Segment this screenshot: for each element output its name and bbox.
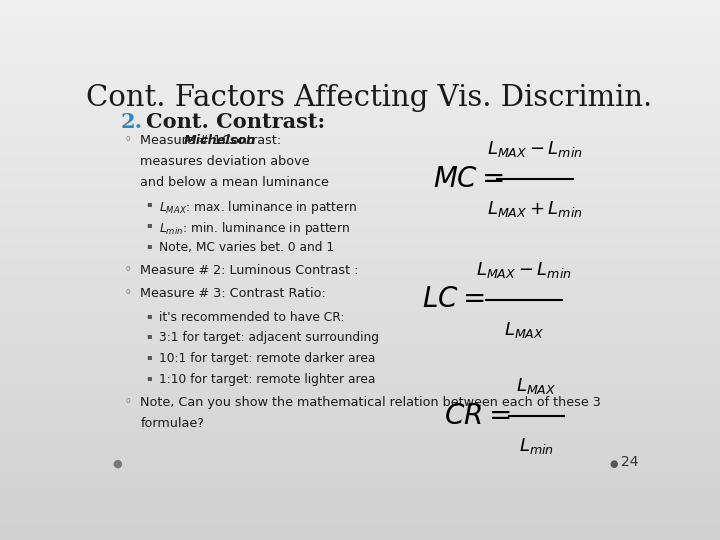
Text: ▪: ▪ [145, 199, 151, 208]
Text: and below a mean luminance: and below a mean luminance [140, 176, 329, 189]
Text: Michelson: Michelson [184, 134, 256, 147]
Text: $\mathit{CR=}$: $\mathit{CR=}$ [444, 403, 510, 430]
Text: 10:1 for target: remote darker area: 10:1 for target: remote darker area [158, 352, 375, 365]
Text: 2.: 2. [121, 112, 143, 132]
Text: o: o [125, 287, 130, 296]
Text: $\mathit{LC=}$: $\mathit{LC=}$ [422, 286, 485, 313]
Text: o: o [125, 396, 130, 405]
Text: ▪: ▪ [145, 241, 151, 249]
Text: o: o [125, 134, 130, 143]
Text: $\mathit{L_{MAX}-L_{min}}$: $\mathit{L_{MAX}-L_{min}}$ [476, 260, 572, 280]
Text: Note, MC varies bet. 0 and 1: Note, MC varies bet. 0 and 1 [158, 241, 334, 254]
Text: Measure # 3: Contrast Ratio:: Measure # 3: Contrast Ratio: [140, 287, 326, 300]
Text: $\mathit{MC=}$: $\mathit{MC=}$ [433, 166, 504, 193]
Text: Contrast:: Contrast: [214, 134, 281, 147]
Text: ▪: ▪ [145, 373, 151, 382]
Text: ▪: ▪ [145, 352, 151, 361]
Text: 3:1 for target: adjacent surrounding: 3:1 for target: adjacent surrounding [158, 332, 379, 345]
Text: ▪: ▪ [145, 310, 151, 320]
Text: Note, Can you show the mathematical relation between each of these 3: Note, Can you show the mathematical rela… [140, 396, 601, 409]
Text: $L_{MAX}$: max. luminance in pattern: $L_{MAX}$: max. luminance in pattern [158, 199, 356, 216]
Text: Measure # 2: Luminous Contrast :: Measure # 2: Luminous Contrast : [140, 264, 359, 277]
Text: it's recommended to have CR:: it's recommended to have CR: [158, 310, 344, 323]
Text: $\mathit{L_{min}}$: $\mathit{L_{min}}$ [519, 436, 554, 456]
Text: 24: 24 [621, 455, 639, 469]
Text: o: o [125, 264, 130, 273]
Text: Cont. Factors Affecting Vis. Discrimin.: Cont. Factors Affecting Vis. Discrimin. [86, 84, 652, 112]
Text: formulae?: formulae? [140, 417, 204, 430]
Text: ▪: ▪ [145, 332, 151, 340]
Text: measures deviation above: measures deviation above [140, 155, 310, 168]
Text: $\mathit{L_{MAX}}$: $\mathit{L_{MAX}}$ [516, 376, 557, 396]
Text: $\mathit{L_{MAX}-L_{min}}$: $\mathit{L_{MAX}-L_{min}}$ [487, 139, 583, 159]
Text: 1:10 for target: remote lighter area: 1:10 for target: remote lighter area [158, 373, 375, 386]
Text: ●: ● [609, 459, 618, 469]
Text: $\mathit{L_{MAX}+L_{min}}$: $\mathit{L_{MAX}+L_{min}}$ [487, 199, 583, 219]
Text: ●: ● [112, 459, 122, 469]
Text: Measure # 1:: Measure # 1: [140, 134, 230, 147]
Text: Cont. Contrast:: Cont. Contrast: [145, 112, 325, 132]
Text: $L_{min}$: min. luminance in pattern: $L_{min}$: min. luminance in pattern [158, 220, 350, 237]
Text: ▪: ▪ [145, 220, 151, 229]
Text: $\mathit{L_{MAX}}$: $\mathit{L_{MAX}}$ [504, 320, 544, 340]
